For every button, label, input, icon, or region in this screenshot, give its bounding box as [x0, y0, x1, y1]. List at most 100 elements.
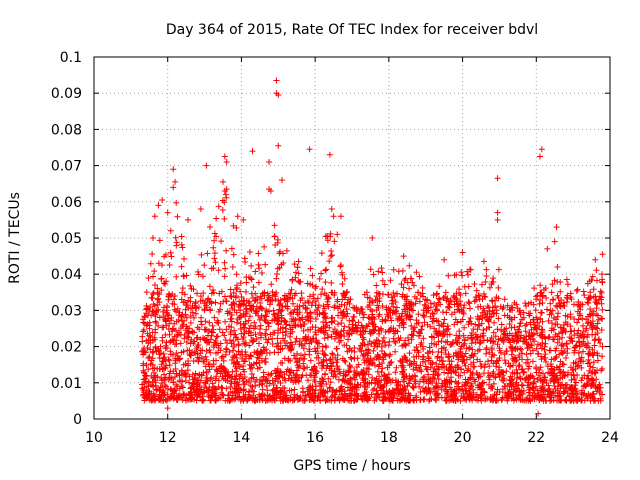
data-point: [198, 321, 205, 328]
data-point: [481, 314, 488, 321]
data-point: [321, 314, 328, 321]
data-point: [232, 294, 239, 301]
data-point: [172, 387, 179, 394]
data-point: [403, 296, 410, 303]
data-point: [256, 325, 263, 332]
data-point: [380, 334, 387, 341]
data-point: [247, 275, 254, 282]
data-point: [472, 339, 479, 346]
data-point: [214, 368, 221, 375]
data-point: [241, 381, 248, 388]
data-point: [478, 320, 485, 327]
data-point: [141, 345, 148, 352]
data-point: [400, 321, 407, 328]
data-point: [360, 328, 367, 335]
data-point: [467, 393, 474, 400]
data-point: [580, 391, 587, 398]
data-point: [466, 300, 473, 307]
data-point: [556, 351, 563, 358]
data-point: [389, 377, 396, 384]
data-point: [329, 351, 336, 358]
data-point: [233, 382, 240, 389]
data-point: [190, 357, 197, 364]
data-point: [197, 350, 204, 357]
data-point: [194, 350, 201, 357]
data-point: [392, 348, 399, 355]
data-point: [441, 369, 448, 376]
data-point: [544, 306, 551, 313]
data-point: [587, 363, 594, 370]
data-point: [256, 381, 263, 388]
data-point: [159, 334, 166, 341]
data-point: [442, 339, 449, 346]
data-point: [393, 385, 400, 392]
data-point: [183, 314, 190, 321]
x-tick-label: 16: [306, 430, 324, 446]
data-point: [485, 381, 492, 388]
data-point: [366, 338, 373, 345]
data-point: [187, 312, 194, 319]
data-point: [179, 244, 186, 251]
data-point: [326, 356, 333, 363]
data-point: [455, 379, 462, 386]
data-point: [594, 350, 601, 357]
data-point: [271, 233, 278, 240]
data-point: [484, 310, 491, 317]
data-point: [587, 312, 594, 319]
data-point: [321, 371, 328, 378]
data-point: [484, 395, 491, 402]
data-point: [299, 295, 306, 302]
data-point: [183, 302, 190, 309]
data-point: [368, 391, 375, 398]
data-point: [372, 380, 379, 387]
data-point: [433, 392, 440, 399]
data-point: [374, 302, 381, 309]
x-tick-label: 20: [454, 430, 472, 446]
data-point: [328, 397, 335, 404]
data-point: [295, 277, 302, 284]
data-point: [198, 251, 205, 258]
data-point: [243, 308, 250, 315]
data-point: [325, 375, 332, 382]
data-point: [320, 303, 327, 310]
data-point: [454, 319, 461, 326]
data-point: [494, 175, 501, 182]
data-point: [571, 376, 578, 383]
data-point: [549, 307, 556, 314]
data-point: [228, 378, 235, 385]
data-point: [597, 397, 604, 404]
data-point: [321, 329, 328, 336]
data-point: [306, 348, 313, 355]
data-point: [568, 387, 575, 394]
data-point: [159, 358, 166, 365]
data-point: [465, 271, 472, 278]
data-point: [455, 350, 462, 357]
data-point: [252, 268, 259, 275]
data-point: [187, 282, 194, 289]
data-point: [163, 309, 170, 316]
data-point: [153, 319, 160, 326]
data-point: [277, 308, 284, 315]
data-point: [214, 317, 221, 324]
data-point: [145, 337, 152, 344]
data-point: [587, 289, 594, 296]
x-tick-label: 12: [159, 430, 177, 446]
data-point: [589, 312, 596, 319]
data-point: [551, 238, 558, 245]
data-point: [313, 316, 320, 323]
data-point: [474, 313, 481, 320]
data-point: [186, 379, 193, 386]
data-point: [167, 249, 174, 256]
data-point: [406, 362, 413, 369]
data-point: [346, 324, 353, 331]
data-point: [550, 388, 557, 395]
data-point: [358, 368, 365, 375]
data-point: [393, 364, 400, 371]
data-point: [254, 354, 261, 361]
data-point: [167, 348, 174, 355]
data-point: [147, 260, 154, 267]
data-point: [535, 410, 542, 417]
data-point: [338, 328, 345, 335]
data-point: [471, 376, 478, 383]
data-point: [323, 319, 330, 326]
